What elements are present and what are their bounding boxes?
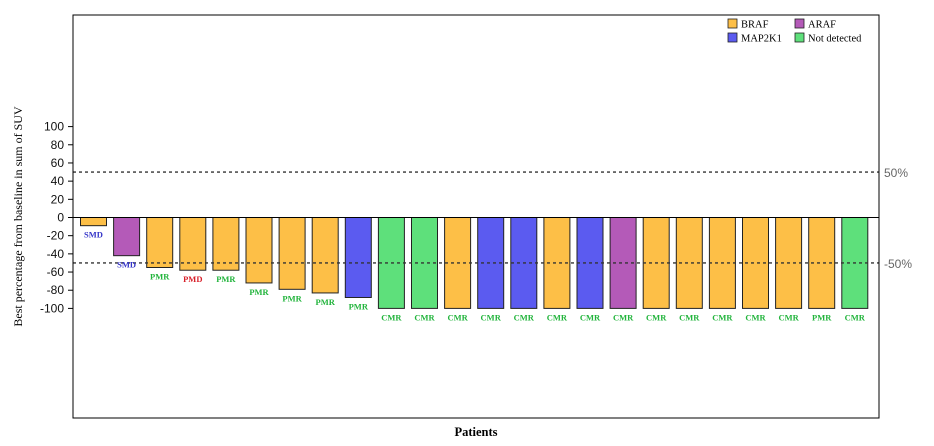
legend-swatch (727, 32, 738, 43)
bar-response-label: PMR (150, 271, 170, 281)
bar (245, 217, 273, 284)
bar-response-label: PMR (812, 312, 832, 322)
y-tick-label: -20 (47, 229, 65, 243)
bar (278, 217, 306, 290)
reference-line-label: -50% (884, 257, 912, 271)
bar-response-label: PMR (316, 297, 336, 307)
bar-response-label: CMR (447, 312, 468, 322)
legend-swatch (794, 18, 805, 29)
bar-response-label: CMR (381, 312, 402, 322)
bar-response-label: CMR (712, 312, 733, 322)
y-tick-label: 40 (51, 174, 65, 188)
bar (113, 217, 141, 257)
y-tick-label: -60 (47, 265, 65, 279)
y-tick-label: -80 (47, 283, 65, 297)
bar-response-label: PMD (183, 274, 202, 284)
bar-response-label: CMR (481, 312, 502, 322)
legend-label: ARAF (808, 20, 836, 31)
legend: BRAF ARAF MAP2K1 Not detected (727, 18, 862, 45)
y-tick-label: 0 (57, 211, 64, 225)
bar-response-label: CMR (745, 312, 766, 322)
bar-response-label: CMR (845, 312, 866, 322)
bar-response-label: PMR (249, 287, 269, 297)
legend-swatch (727, 18, 738, 29)
legend-label: MAP2K1 (741, 34, 782, 45)
legend-swatch (794, 32, 805, 43)
bar-response-label: SMD (84, 230, 103, 240)
y-tick-label: -40 (47, 247, 65, 261)
bar (179, 217, 207, 271)
bar (212, 217, 240, 271)
bar (344, 217, 372, 298)
bar-response-label: PMR (216, 274, 236, 284)
y-tick-label: 60 (51, 156, 65, 170)
bar-response-label: CMR (547, 312, 568, 322)
bar-response-label: CMR (580, 312, 601, 322)
y-tick-label: 80 (51, 138, 65, 152)
bar-response-label: PMR (349, 301, 369, 311)
bar-response-label: CMR (646, 312, 667, 322)
bar-response-label: SMD (117, 260, 136, 270)
legend-label: BRAF (741, 20, 769, 31)
bar (311, 217, 339, 294)
y-tick-label: 20 (51, 192, 65, 206)
legend-label: Not detected (808, 34, 862, 45)
bar-response-label: PMR (282, 293, 302, 303)
bar (80, 217, 107, 227)
y-tick-label: 100 (44, 120, 64, 134)
bar-response-label: CMR (679, 312, 700, 322)
bar-response-label: CMR (414, 312, 435, 322)
x-axis-label: Patients (454, 425, 497, 439)
bar-response-label: CMR (613, 312, 634, 322)
bar (146, 217, 174, 268)
y-tick-label: -100 (40, 301, 64, 315)
y-axis-label: Best percentage from baseline in sum of … (11, 106, 25, 327)
plot-frame (72, 14, 880, 419)
bar-response-label: CMR (778, 312, 799, 322)
reference-line-label: 50% (884, 166, 908, 180)
bar-response-label: CMR (514, 312, 535, 322)
